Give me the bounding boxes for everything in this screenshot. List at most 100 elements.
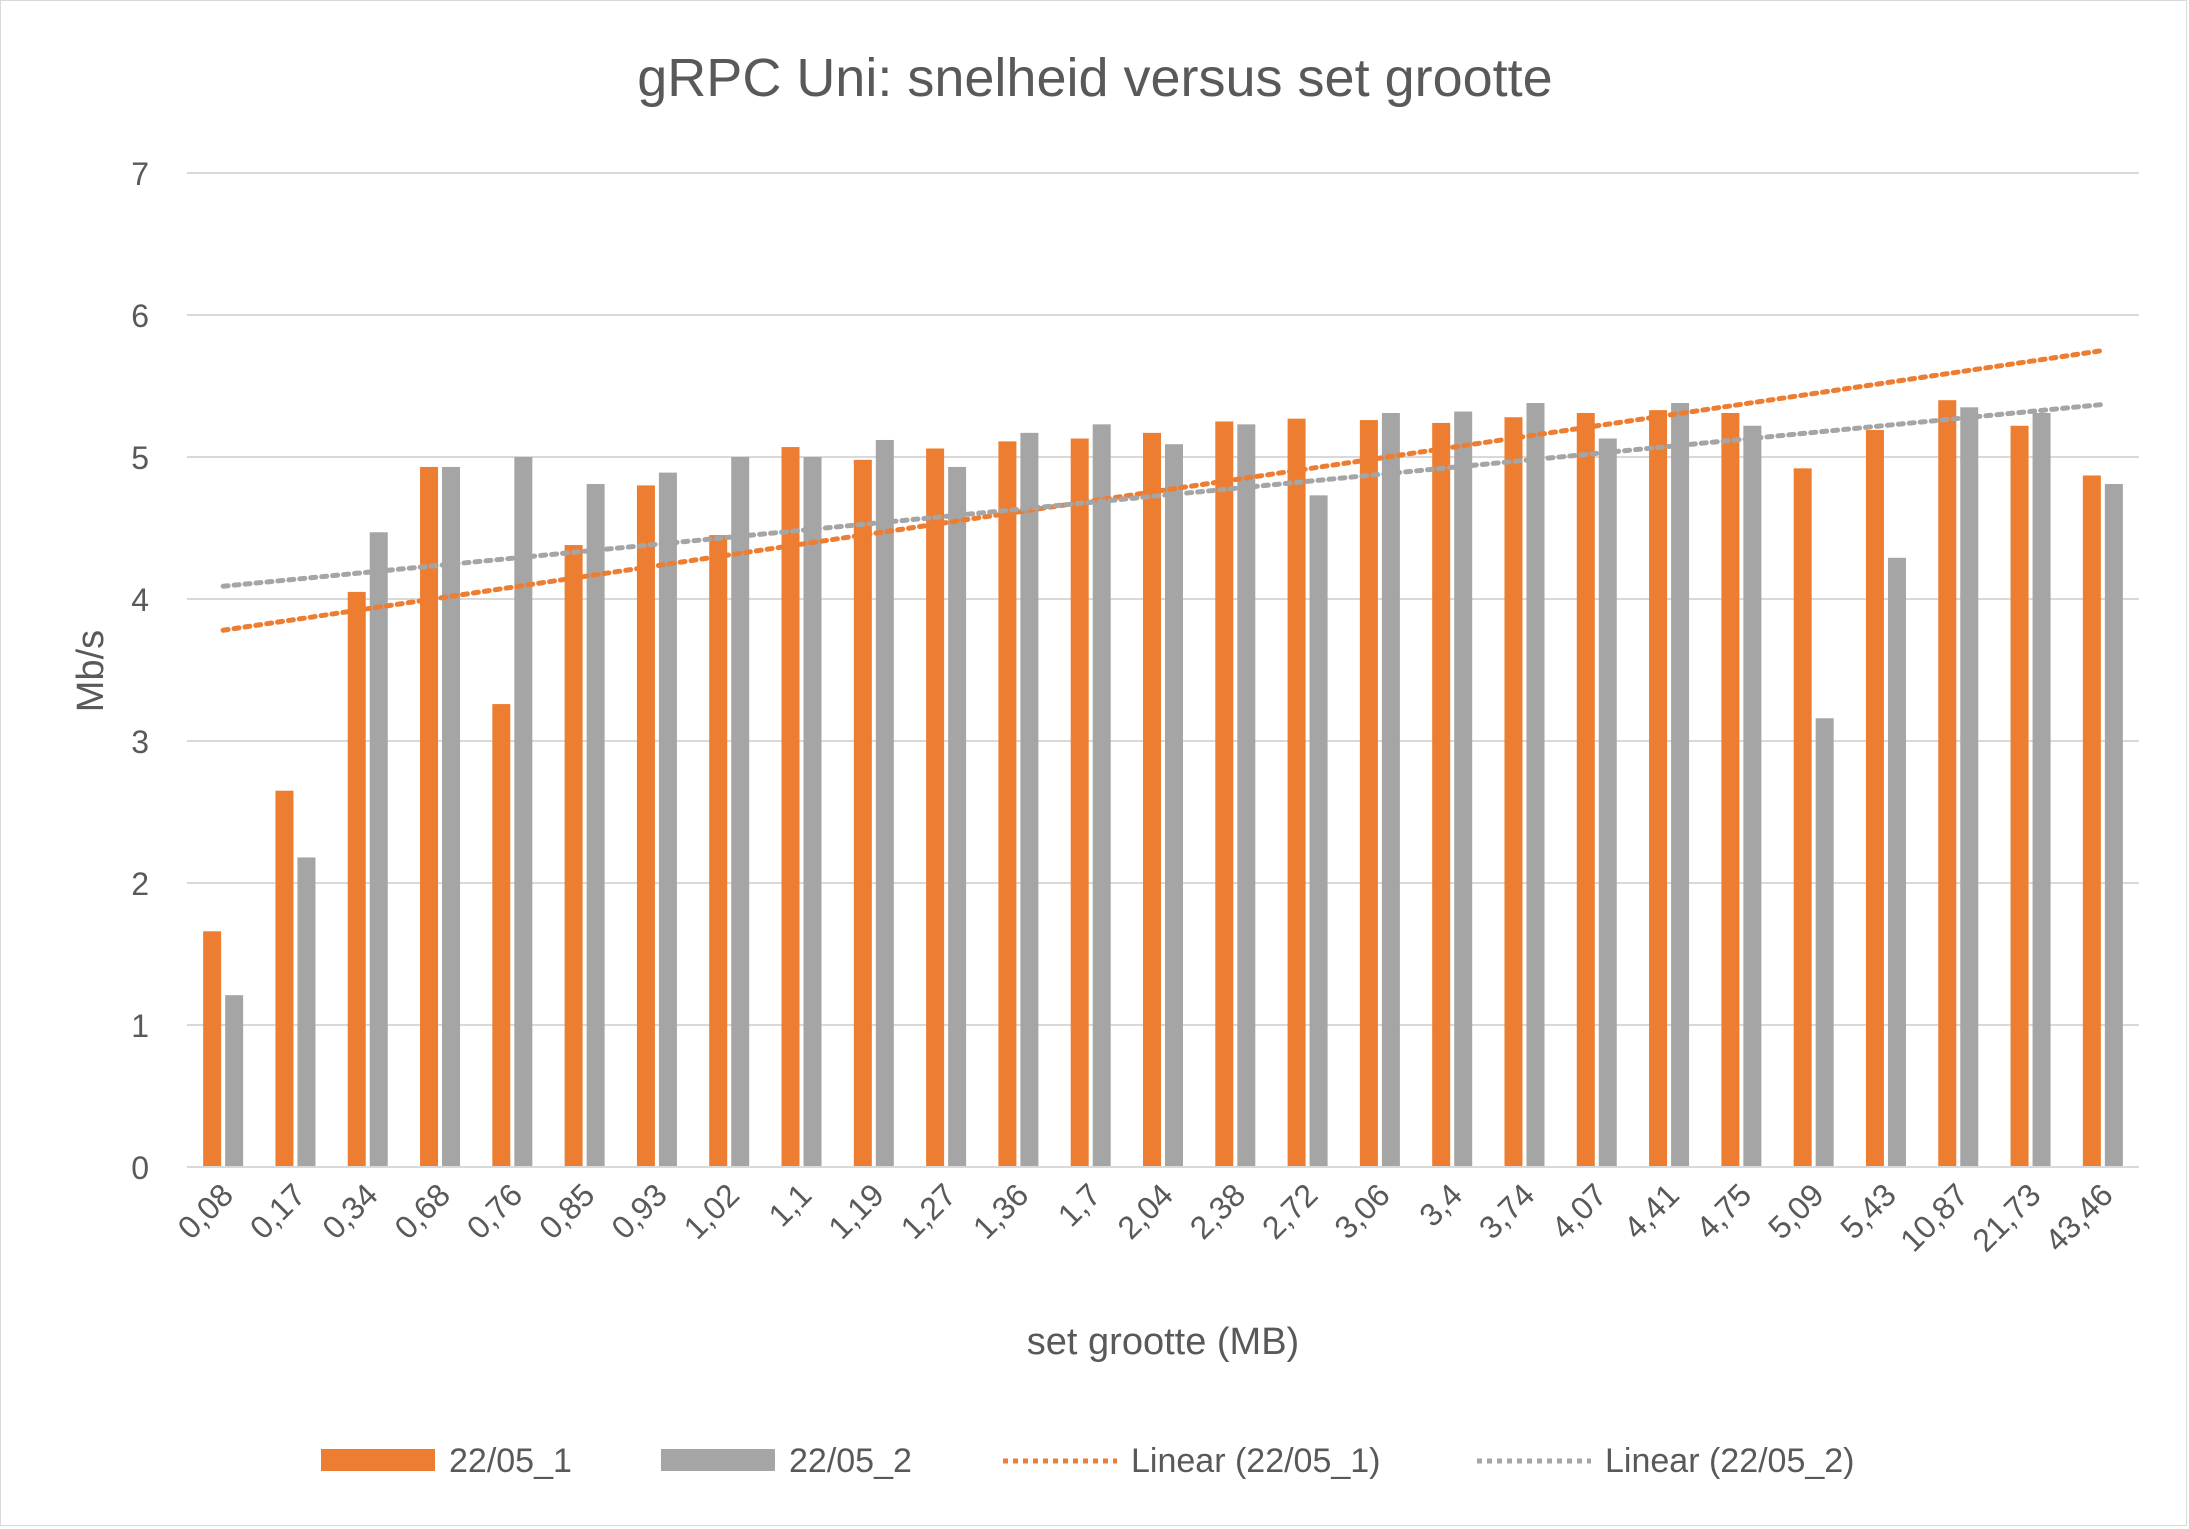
bar-series-2 <box>658 472 677 1167</box>
bar-series-1 <box>1070 438 1089 1167</box>
bar-series-1 <box>1938 400 1957 1167</box>
bar-series-1 <box>275 790 294 1167</box>
legend-swatch-series-2 <box>661 1449 775 1471</box>
bar-series-1 <box>1865 430 1884 1167</box>
x-tick-label: 0,08 <box>171 1176 240 1245</box>
bar-series-2 <box>1165 444 1183 1168</box>
bar-series-2 <box>1526 403 1545 1167</box>
legend: 22/05_1 22/05_2 Linear (22/05_1) Linear … <box>321 1442 1855 1480</box>
trendline-2 <box>220 401 2106 589</box>
legend-label-trend-1: Linear (22/05_1) <box>1131 1442 1381 1480</box>
bar-series-2 <box>1381 412 1400 1168</box>
bar-series-1 <box>926 448 945 1168</box>
legend-swatch-series-1 <box>321 1449 435 1471</box>
x-tick-label: 3,4 <box>1412 1176 1469 1233</box>
x-tick-label: 0,34 <box>315 1176 384 1245</box>
bar-series-2 <box>2032 412 2051 1168</box>
x-tick-label: 2,38 <box>1183 1176 1252 1245</box>
legend-label-trend-2: Linear (22/05_2) <box>1605 1442 1855 1480</box>
x-tick-label: 0,68 <box>387 1176 456 1245</box>
bar-series-1 <box>1143 432 1161 1167</box>
x-tick-label: 21,73 <box>1965 1176 2047 1258</box>
bar-series-2 <box>2104 483 2123 1168</box>
x-tick-label: 1,7 <box>1051 1176 1108 1233</box>
legend-item-series-2: 22/05_2 <box>661 1442 912 1480</box>
x-tick-label: 2,72 <box>1255 1176 1324 1245</box>
bar-series-2 <box>1598 438 1617 1167</box>
x-tick-label: 0,93 <box>604 1176 673 1245</box>
bar-series-1 <box>998 441 1017 1167</box>
bar-series-2 <box>1960 407 1979 1167</box>
x-tick-label: 4,41 <box>1617 1176 1686 1245</box>
bar-series-1 <box>1359 420 1378 1168</box>
bar-series-2 <box>1092 424 1111 1168</box>
y-tick-label: 1 <box>131 1008 149 1044</box>
y-tick-label: 5 <box>131 440 149 476</box>
x-tick-label: 3,74 <box>1472 1176 1541 1245</box>
x-tick-label: 3,06 <box>1327 1176 1396 1245</box>
bar-series-2 <box>1020 432 1039 1167</box>
y-tick-label: 3 <box>131 724 149 760</box>
trendlines <box>220 348 2106 633</box>
bar-series-1 <box>420 466 439 1167</box>
x-tick-label: 5,43 <box>1833 1176 1902 1245</box>
x-tick-label: 0,76 <box>460 1176 529 1245</box>
x-axis-label: set grootte (MB) <box>1027 1321 1299 1363</box>
bar-series-1 <box>781 447 800 1167</box>
legend-item-trend-1: Linear (22/05_1) <box>1003 1442 1381 1480</box>
chart-title: gRPC Uni: snelheid versus set grootte <box>637 48 1552 108</box>
y-tick-label: 0 <box>131 1150 149 1186</box>
bar-series-2 <box>225 995 244 1167</box>
bar-series-2 <box>514 457 533 1167</box>
x-axis-ticks: 0,08 0,17 0,34 0,68 0,76 0,85 0,93 1,02 1,1 1,19 1… <box>171 1176 2120 1258</box>
bar-series-1 <box>347 591 366 1167</box>
bar-series-1 <box>636 485 655 1167</box>
bar-series-2 <box>1815 718 1834 1167</box>
x-tick-label: 1,27 <box>894 1176 963 1245</box>
legend-item-trend-2: Linear (22/05_2) <box>1477 1442 1855 1480</box>
bar-series-1 <box>1504 417 1523 1167</box>
bar-series-1 <box>853 459 872 1168</box>
x-tick-label: 43,46 <box>2038 1176 2120 1258</box>
y-tick-label: 2 <box>131 866 149 902</box>
bar-series-2 <box>1671 403 1690 1167</box>
bar-series-2 <box>1237 424 1256 1168</box>
bar-series-1 <box>2010 425 2029 1167</box>
x-tick-label: 10,87 <box>1893 1176 1975 1258</box>
x-tick-label: 5,09 <box>1761 1176 1830 1245</box>
bar-series-2 <box>1887 557 1906 1167</box>
bar-series-2 <box>875 439 894 1168</box>
x-tick-label: 0,17 <box>243 1176 312 1245</box>
y-axis-ticks: 0 1 2 3 4 5 6 7 <box>131 156 149 1186</box>
y-axis-label: Mb/s <box>70 630 112 712</box>
x-tick-label: 0,85 <box>532 1176 601 1245</box>
bar-series-1 <box>2082 475 2101 1168</box>
bar-series-1 <box>492 704 511 1167</box>
bar-series-1 <box>1793 468 1812 1167</box>
y-tick-label: 6 <box>131 298 149 334</box>
bar-series-2 <box>1454 411 1473 1167</box>
x-tick-label: 4,75 <box>1689 1176 1758 1245</box>
legend-item-series-1: 22/05_1 <box>321 1442 572 1480</box>
y-tick-label: 4 <box>131 582 149 618</box>
bar-series-1 <box>1215 421 1234 1167</box>
bar-series-2 <box>297 857 316 1167</box>
legend-label-series-1: 22/05_1 <box>449 1442 572 1480</box>
bar-series-1 <box>1287 418 1306 1167</box>
bar-series-1 <box>1432 422 1451 1167</box>
bar-series-2 <box>803 457 822 1167</box>
y-tick-label: 7 <box>131 156 149 192</box>
bar-series-2 <box>369 532 388 1167</box>
bar-series-2 <box>586 483 605 1168</box>
bar-series-2 <box>948 466 967 1167</box>
legend-label-series-2: 22/05_2 <box>789 1442 912 1480</box>
x-tick-label: 4,07 <box>1544 1176 1613 1245</box>
bar-series-2 <box>731 457 750 1167</box>
bar-series-2 <box>1743 425 1762 1167</box>
bar-series-1 <box>709 535 728 1167</box>
bar-series-1 <box>1721 412 1740 1168</box>
bar-series-1 <box>1649 410 1668 1167</box>
x-tick-label: 2,04 <box>1110 1176 1179 1245</box>
